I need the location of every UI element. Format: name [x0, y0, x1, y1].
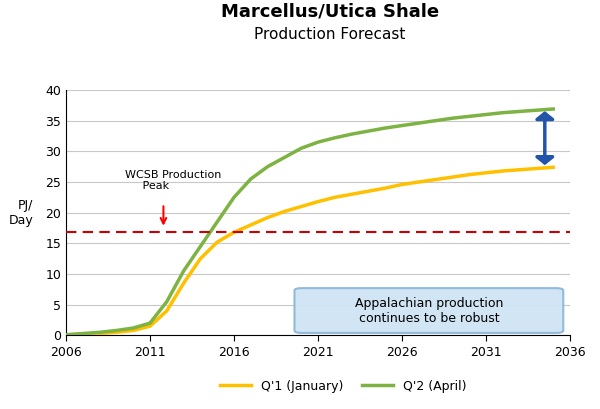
Text: ICF: ICF: [19, 371, 53, 390]
Y-axis label: PJ/
Day: PJ/ Day: [8, 199, 33, 227]
Text: INTERNATIONAL®: INTERNATIONAL®: [14, 395, 58, 400]
Text: Appalachian production
continues to be robust: Appalachian production continues to be r…: [355, 297, 503, 324]
Text: WCSB Production
     Peak: WCSB Production Peak: [125, 170, 221, 191]
Legend: Q'1 (January), Q'2 (April): Q'1 (January), Q'2 (April): [215, 375, 472, 398]
Text: Marcellus/Utica Shale: Marcellus/Utica Shale: [221, 2, 439, 20]
Text: Production Forecast: Production Forecast: [254, 27, 406, 42]
FancyBboxPatch shape: [295, 288, 563, 333]
